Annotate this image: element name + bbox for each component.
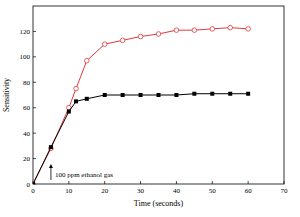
marker <box>246 92 250 96</box>
marker <box>192 92 196 96</box>
annotation-arrowhead <box>49 164 53 168</box>
y-tick-label: 60 <box>23 104 31 112</box>
y-tick <box>33 133 36 134</box>
y-axis-label: Sensitivity <box>2 78 11 112</box>
marker <box>102 42 107 47</box>
x-tick <box>284 181 285 184</box>
marker <box>246 27 251 32</box>
marker <box>174 93 178 97</box>
marker <box>192 28 197 33</box>
x-tick-label: 30 <box>137 187 145 195</box>
x-tick <box>104 181 105 184</box>
x-tick-label: 0 <box>31 187 35 195</box>
y-tick-label: 20 <box>23 155 31 163</box>
marker <box>67 110 71 114</box>
plot-frame <box>33 6 284 184</box>
marker <box>157 93 161 97</box>
x-tick <box>68 181 69 184</box>
marker <box>84 58 89 63</box>
x-tick-label: 10 <box>65 187 73 195</box>
y-tick <box>33 82 36 83</box>
annotation-arrow <box>50 167 51 180</box>
x-axis-label: Time (seconds) <box>134 199 184 208</box>
marker <box>174 28 179 33</box>
marker <box>103 93 107 97</box>
x-tick-label: 40 <box>173 187 181 195</box>
marker <box>228 25 233 30</box>
x-tick <box>212 181 213 184</box>
y-tick-label: 120 <box>20 28 31 36</box>
y-tick <box>33 56 36 57</box>
background <box>0 0 300 217</box>
marker <box>33 182 35 184</box>
y-tick <box>33 158 36 159</box>
marker <box>85 97 89 101</box>
marker <box>74 99 78 103</box>
y-tick-label: 40 <box>23 130 31 138</box>
x-tick-label: 60 <box>245 187 253 195</box>
marker <box>139 93 143 97</box>
chart: 0 10 20 30 40 50 60 70 0 20 40 60 80 100 120 Time (seco… <box>0 0 300 217</box>
marker <box>210 27 215 32</box>
marker <box>228 92 232 96</box>
annotation-text: 100 ppm ethanol gas <box>55 171 113 179</box>
marker <box>33 182 35 184</box>
x-tick-label: 70 <box>281 187 289 195</box>
y-tick-label: 80 <box>23 79 31 87</box>
marker <box>121 93 125 97</box>
marker <box>210 92 214 96</box>
y-tick <box>33 31 36 32</box>
series-line <box>33 28 248 184</box>
y-tick-label: 0 <box>27 181 31 189</box>
marker <box>156 32 161 37</box>
x-tick-label: 50 <box>209 187 217 195</box>
marker <box>74 86 79 91</box>
x-tick-label: 20 <box>101 187 109 195</box>
x-tick <box>140 181 141 184</box>
series-line <box>33 94 248 184</box>
y-tick <box>33 107 36 108</box>
y-tick-label: 100 <box>20 53 31 61</box>
marker <box>138 34 143 39</box>
plot-area <box>33 25 250 184</box>
marker <box>49 145 53 149</box>
x-tick <box>248 181 249 184</box>
x-tick <box>176 181 177 184</box>
marker <box>120 38 125 43</box>
